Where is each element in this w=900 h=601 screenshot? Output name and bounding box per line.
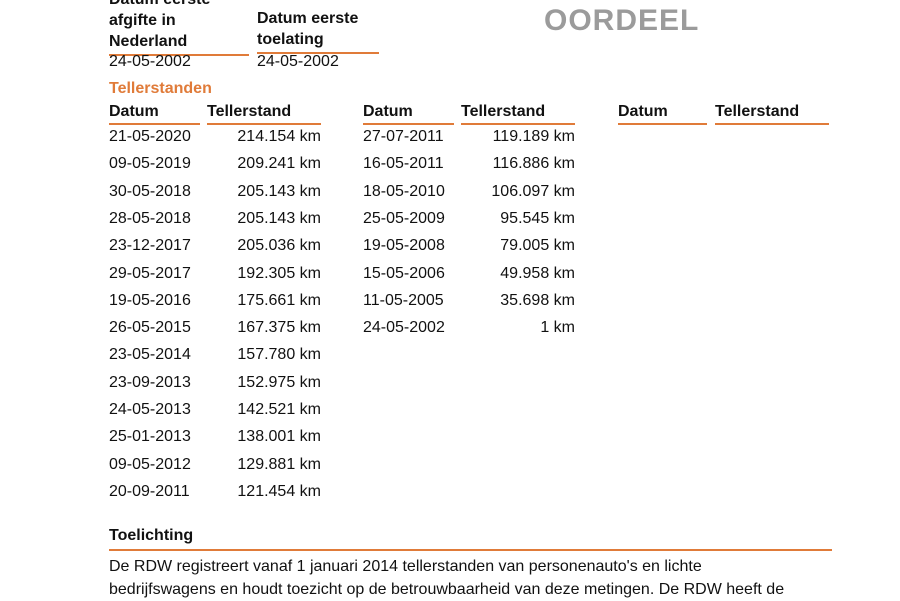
reading-date: 25-05-2009 [363, 210, 445, 227]
reading-km: 79.005 km [500, 237, 575, 254]
reading-km: 1 km [540, 319, 575, 336]
first-admission-label-line1: Datum eerste [257, 10, 359, 27]
reading-km: 106.097 km [491, 183, 575, 200]
reading-km: 192.305 km [237, 265, 321, 282]
reading-date: 28-05-2018 [109, 210, 191, 227]
toelichting-title: Toelichting [109, 525, 832, 551]
reading-date: 15-05-2006 [363, 265, 445, 282]
first-issue-label-line1: Datum eerste [109, 0, 249, 10]
reading-km: 116.886 km [492, 155, 575, 172]
col2-date-header: Datum [363, 102, 454, 125]
reading-date: 29-05-2017 [109, 265, 191, 282]
reading-km: 35.698 km [500, 292, 575, 309]
oordeel-watermark: OORDEEL [544, 4, 700, 37]
reading-km: 121.454 km [237, 483, 321, 500]
reading-km: 138.001 km [237, 428, 321, 445]
toelichting-line1: De RDW registreert vanaf 1 januari 2014 … [109, 558, 702, 575]
tellerstanden-title: Tellerstanden [109, 80, 212, 97]
reading-km: 152.975 km [237, 374, 321, 391]
reading-date: 23-12-2017 [109, 237, 191, 254]
reading-date: 27-07-2011 [363, 128, 444, 145]
reading-km: 142.521 km [237, 401, 321, 418]
reading-km: 214.154 km [237, 128, 321, 145]
reading-date: 23-09-2013 [109, 374, 191, 391]
reading-date: 20-09-2011 [109, 483, 190, 500]
col2-reading-header: Tellerstand [461, 102, 575, 125]
reading-date: 24-05-2013 [109, 401, 191, 418]
reading-date: 09-05-2019 [109, 155, 191, 172]
reading-km: 175.661 km [237, 292, 321, 309]
col3-reading-header: Tellerstand [715, 102, 829, 125]
reading-km: 95.545 km [500, 210, 575, 227]
first-issue-label-line3: Nederland [109, 33, 188, 50]
first-admission-label-line2: toelating [257, 31, 324, 48]
reading-km: 209.241 km [237, 155, 321, 172]
reading-date: 16-05-2011 [363, 155, 444, 172]
reading-date: 21-05-2020 [109, 128, 191, 145]
first-issue-label: Datum eerste afgifte in Nederland [109, 0, 249, 56]
reading-date: 11-05-2005 [363, 292, 444, 309]
reading-date: 30-05-2018 [109, 183, 191, 200]
reading-date: 09-05-2012 [109, 456, 191, 473]
reading-date: 25-01-2013 [109, 428, 191, 445]
reading-date: 19-05-2008 [363, 237, 445, 254]
col3-date-header: Datum [618, 102, 707, 125]
reading-km: 157.780 km [237, 346, 321, 363]
reading-km: 119.189 km [492, 128, 575, 145]
reading-km: 167.375 km [237, 319, 321, 336]
reading-date: 24-05-2002 [363, 319, 445, 336]
first-admission-label: Datum eerste toelating [257, 8, 379, 54]
reading-km: 205.143 km [237, 210, 321, 227]
reading-km: 205.036 km [237, 237, 321, 254]
reading-km: 205.143 km [237, 183, 321, 200]
first-issue-value: 24-05-2002 [109, 53, 191, 70]
toelichting-line2: bedrijfswagens en houdt toezicht op de b… [109, 581, 785, 598]
reading-date: 19-05-2016 [109, 292, 191, 309]
reading-km: 49.958 km [500, 265, 575, 282]
reading-date: 26-05-2015 [109, 319, 191, 336]
reading-km: 129.881 km [237, 456, 321, 473]
reading-date: 23-05-2014 [109, 346, 191, 363]
col1-reading-header: Tellerstand [207, 102, 321, 125]
col1-date-header: Datum [109, 102, 200, 125]
first-issue-label-line2: afgifte in [109, 12, 176, 29]
first-admission-value: 24-05-2002 [257, 53, 339, 70]
reading-date: 18-05-2010 [363, 183, 445, 200]
